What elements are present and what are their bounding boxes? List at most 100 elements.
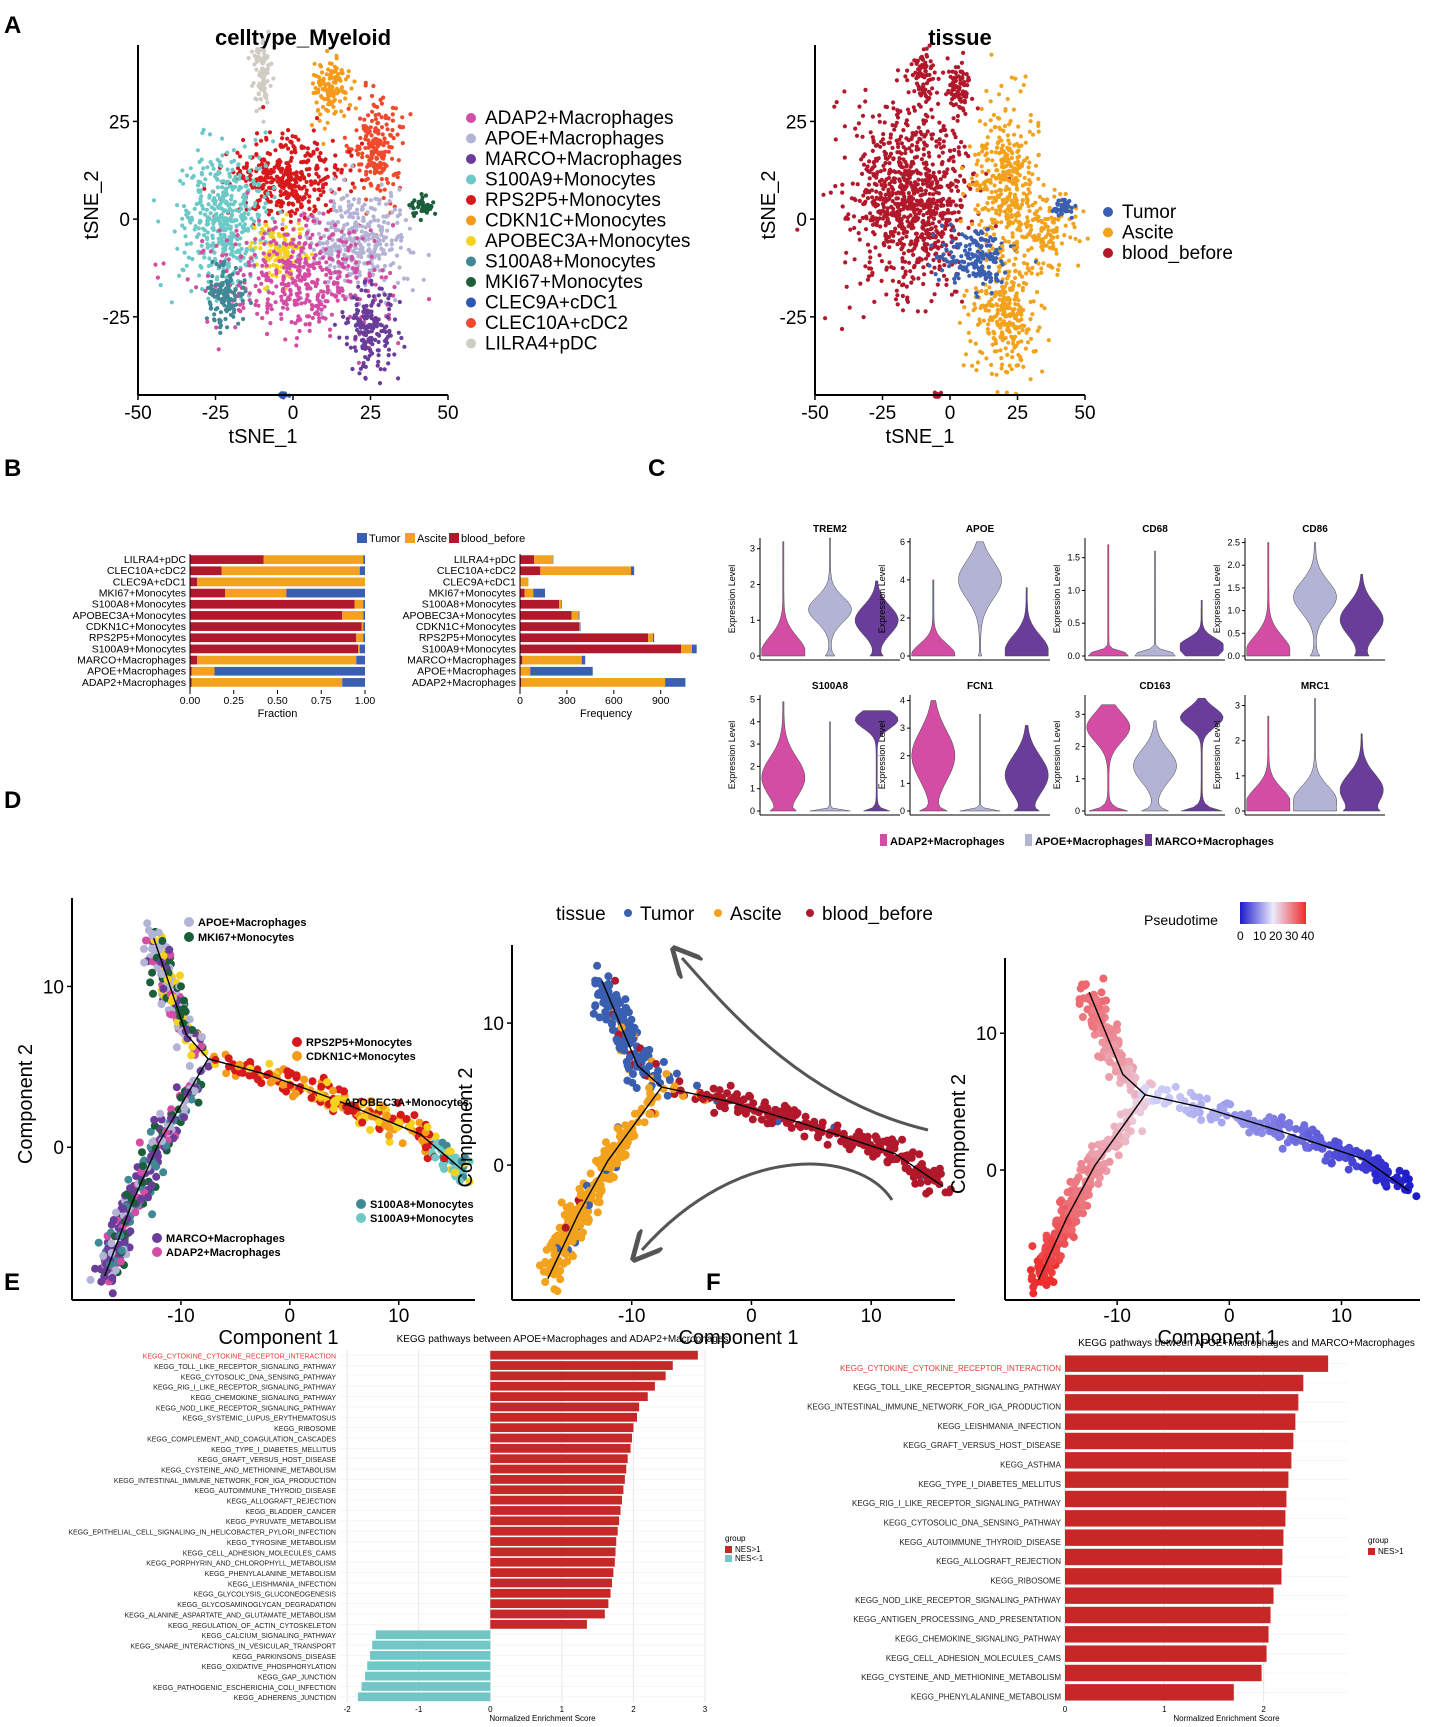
point-blood bbox=[865, 164, 870, 169]
point-blood bbox=[939, 234, 944, 239]
point-S100A9 bbox=[234, 255, 240, 261]
point-ascite bbox=[984, 151, 990, 156]
point-ascite bbox=[993, 197, 999, 202]
point-ascite bbox=[1043, 234, 1048, 240]
point-RPS2P5 bbox=[329, 207, 334, 212]
point-ADAP2 bbox=[317, 299, 322, 304]
point-ascite bbox=[984, 303, 989, 309]
point-ascite bbox=[1027, 160, 1032, 165]
point-blood bbox=[906, 191, 912, 196]
point-blood bbox=[923, 63, 928, 68]
point-ascite bbox=[994, 208, 999, 213]
y-tick-label: 0 bbox=[1235, 806, 1240, 816]
point-APOE bbox=[426, 252, 431, 258]
point-ADAP2 bbox=[283, 283, 288, 288]
point-tumor bbox=[993, 272, 999, 277]
bar-segment-blood_before bbox=[190, 577, 197, 587]
point-ADAP2 bbox=[279, 316, 284, 321]
point-ascite bbox=[1015, 245, 1020, 250]
point-RPS2P5 bbox=[305, 146, 310, 151]
point-APOE bbox=[373, 246, 378, 251]
point-S100A9 bbox=[262, 194, 267, 200]
legend-entry: CDKN1C+Monocytes bbox=[485, 211, 666, 232]
bar-segment-Tumor bbox=[359, 566, 365, 576]
point-RPS2P5 bbox=[316, 197, 321, 202]
point-APOE bbox=[335, 227, 340, 233]
point-blood bbox=[860, 113, 866, 118]
point-ascite bbox=[1007, 363, 1012, 368]
point-S100A9 bbox=[172, 229, 177, 234]
point-S100A9 bbox=[257, 222, 262, 227]
point-MARCO bbox=[369, 309, 374, 314]
point-blood bbox=[842, 124, 848, 129]
legend-key-S100A8 bbox=[466, 256, 476, 267]
point-APOBEC3A bbox=[286, 250, 291, 255]
point-ascite bbox=[996, 92, 1002, 97]
point-tumor bbox=[967, 242, 972, 247]
point-ADAP2 bbox=[260, 235, 265, 240]
point-CDKN1C bbox=[326, 82, 331, 87]
point-ADAP2 bbox=[274, 241, 279, 246]
point-MARCO bbox=[392, 352, 397, 357]
legend-entry: CLEC10A+cDC2 bbox=[485, 313, 628, 334]
point-ascite bbox=[1041, 261, 1046, 266]
legend-key-RPS2P5 bbox=[466, 195, 476, 205]
point-blood bbox=[940, 160, 945, 165]
point-ascite bbox=[1024, 196, 1029, 201]
point-tumor bbox=[989, 290, 994, 296]
point-S100A9 bbox=[223, 247, 228, 252]
point-blood bbox=[852, 257, 857, 262]
point-ascite bbox=[1018, 89, 1023, 94]
point-ascite bbox=[1011, 284, 1016, 289]
point-S100A9 bbox=[225, 150, 230, 155]
point-CDKN1C bbox=[324, 96, 329, 101]
point-blood bbox=[947, 185, 952, 190]
point-ascite bbox=[1000, 362, 1005, 367]
point-MARCO bbox=[397, 299, 402, 305]
x-axis-label: Fraction bbox=[258, 708, 298, 720]
point-ascite bbox=[1024, 234, 1029, 240]
bar-segment-blood_before bbox=[520, 566, 541, 576]
gene-title: TREM2 bbox=[813, 524, 847, 535]
point-ADAP2 bbox=[305, 286, 310, 291]
point-blood bbox=[853, 126, 858, 131]
point-APOE bbox=[337, 205, 343, 210]
point-tumor bbox=[940, 223, 945, 228]
point-APOE bbox=[395, 280, 401, 285]
point-ascite bbox=[1008, 209, 1013, 214]
point-blood bbox=[922, 272, 927, 277]
point-ADAP2 bbox=[369, 254, 374, 259]
point-APOE bbox=[280, 222, 285, 227]
point-blood bbox=[861, 193, 866, 198]
point-CLEC10A bbox=[393, 106, 398, 111]
point-blood bbox=[948, 202, 953, 207]
point-MARCO bbox=[367, 347, 372, 352]
legend-entry: APOBEC3A+Monocytes bbox=[485, 231, 690, 252]
point-ascite bbox=[1007, 187, 1012, 192]
point-ascite bbox=[1025, 200, 1030, 205]
point-blood bbox=[932, 212, 937, 217]
point-APOBEC3A bbox=[282, 236, 287, 241]
point-ADAP2 bbox=[316, 292, 321, 297]
point-blood bbox=[934, 181, 940, 186]
point-blood bbox=[929, 270, 934, 275]
point-blood bbox=[892, 127, 897, 132]
point-CDKN1C bbox=[314, 100, 319, 105]
point-APOE bbox=[403, 218, 408, 223]
point-blood bbox=[929, 226, 934, 231]
point-S100A9 bbox=[230, 208, 235, 214]
x-axis-label: Frequency bbox=[580, 708, 632, 720]
point-tumor bbox=[991, 259, 996, 264]
point-MARCO bbox=[377, 381, 383, 386]
point-ADAP2 bbox=[329, 312, 334, 317]
bar-segment-Tumor bbox=[665, 678, 686, 687]
point-ADAP2 bbox=[346, 264, 351, 269]
point-S100A9 bbox=[220, 153, 225, 158]
point-APOE bbox=[378, 228, 383, 233]
point-blood bbox=[912, 108, 917, 113]
point-S100A9 bbox=[208, 243, 213, 248]
point-MKI67 bbox=[418, 217, 423, 223]
point-S100A9 bbox=[238, 236, 243, 241]
point-S100A9 bbox=[234, 208, 239, 213]
